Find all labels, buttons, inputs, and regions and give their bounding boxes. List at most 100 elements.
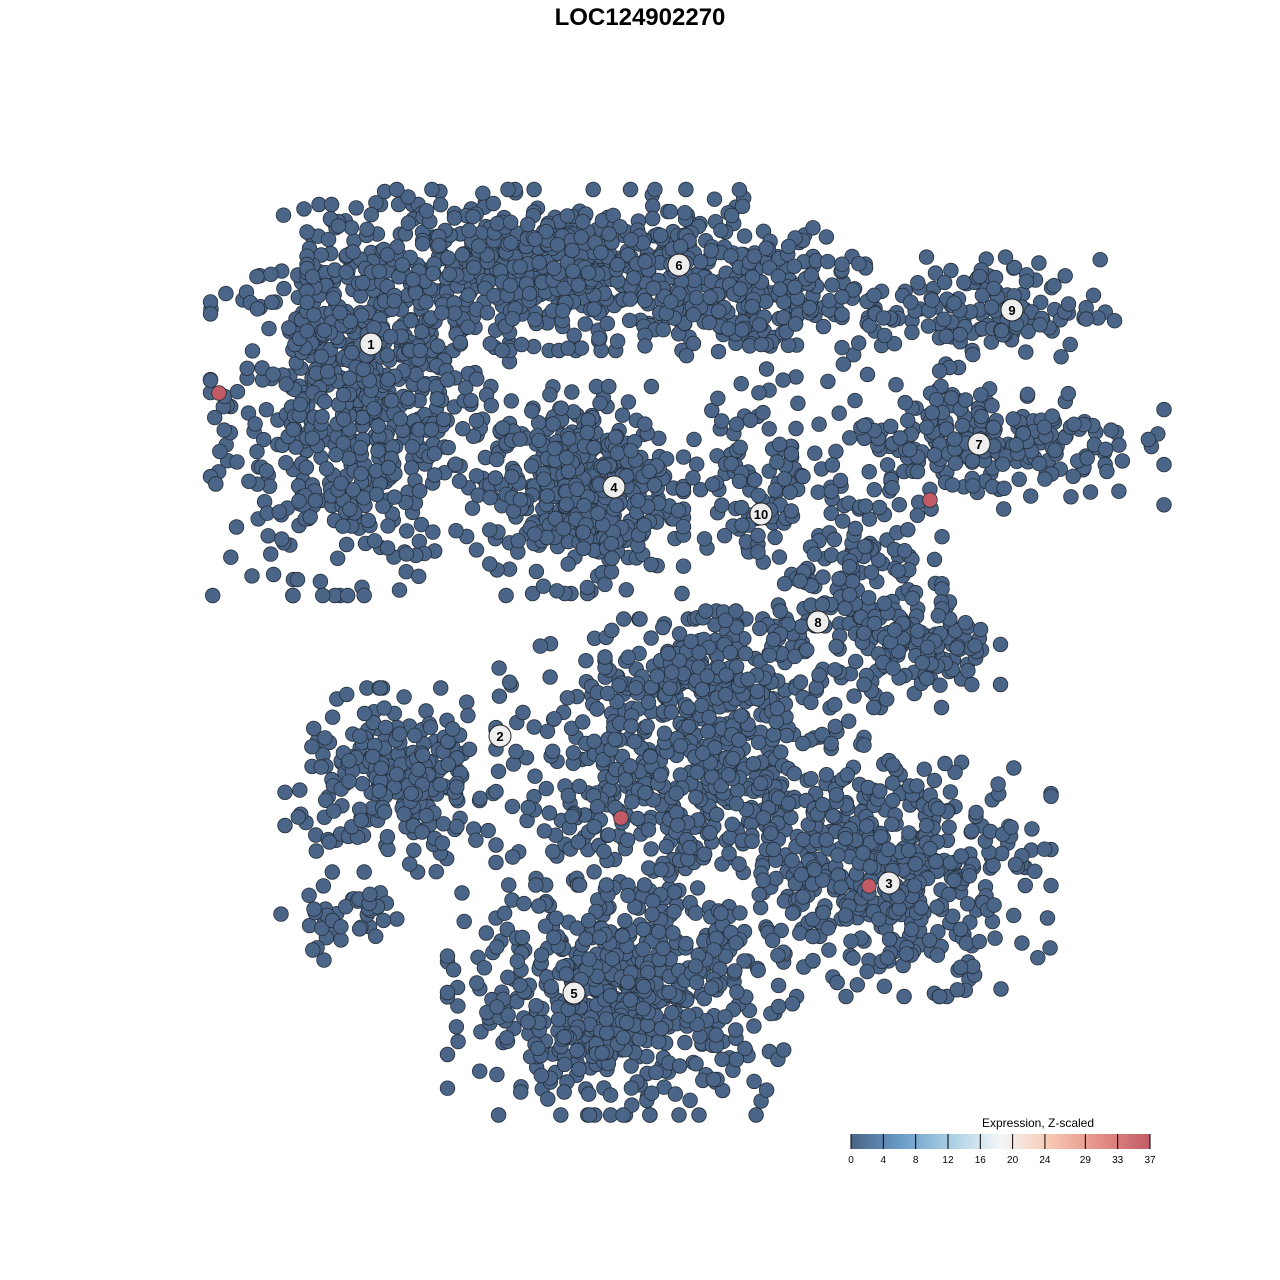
data-point xyxy=(750,544,766,560)
data-point xyxy=(666,884,683,900)
data-point xyxy=(834,339,850,356)
data-point xyxy=(604,550,620,567)
data-point xyxy=(721,845,737,862)
data-point xyxy=(341,773,357,790)
data-point xyxy=(585,181,601,198)
data-point xyxy=(263,266,279,283)
data-point xyxy=(304,269,321,285)
data-point xyxy=(1062,336,1078,353)
data-point xyxy=(733,376,749,392)
data-point xyxy=(302,509,318,525)
data-point xyxy=(748,1107,764,1123)
data-point xyxy=(372,680,388,696)
data-point xyxy=(318,461,335,477)
data-point xyxy=(368,928,384,945)
data-point xyxy=(389,911,405,927)
data-point xyxy=(229,454,245,470)
data-point xyxy=(749,683,766,700)
legend-colorbar xyxy=(851,1134,1150,1149)
data-point xyxy=(450,1033,466,1050)
data-point xyxy=(640,822,657,838)
data-point xyxy=(772,436,788,453)
data-point xyxy=(688,905,704,921)
data-point xyxy=(623,1080,640,1096)
data-point xyxy=(993,322,1010,339)
data-point xyxy=(1019,386,1036,403)
legend-tick-label: 8 xyxy=(913,1155,919,1166)
data-point xyxy=(746,1018,762,1034)
data-point xyxy=(489,939,505,955)
data-point xyxy=(1042,940,1058,956)
data-point xyxy=(755,810,772,826)
data-point xyxy=(542,669,558,685)
data-point xyxy=(926,772,943,789)
data-point xyxy=(527,526,543,542)
data-point xyxy=(909,463,926,480)
data-point xyxy=(903,294,919,310)
data-point xyxy=(900,522,916,538)
data-point xyxy=(691,1107,707,1123)
data-point xyxy=(540,1091,556,1107)
data-point xyxy=(818,229,835,245)
data-point xyxy=(533,947,550,963)
data-point xyxy=(512,259,528,275)
data-point xyxy=(607,731,623,748)
data-point xyxy=(763,825,779,841)
data-point xyxy=(332,304,348,321)
data-point xyxy=(376,804,393,820)
data-point xyxy=(848,653,864,670)
data-point xyxy=(742,412,759,429)
data-point xyxy=(926,447,943,463)
data-point xyxy=(773,744,789,760)
data-point xyxy=(432,196,449,213)
data-point xyxy=(553,400,569,416)
data-point xyxy=(821,293,838,309)
data-point xyxy=(1082,484,1099,500)
data-point xyxy=(573,340,590,356)
cluster-label-text: 2 xyxy=(496,729,503,744)
data-point xyxy=(645,280,662,296)
data-point xyxy=(716,528,733,544)
data-point xyxy=(806,862,823,878)
data-point xyxy=(212,443,228,460)
data-point xyxy=(753,775,769,792)
data-point xyxy=(575,213,591,230)
data-point xyxy=(581,1107,598,1123)
data-point xyxy=(665,925,681,941)
data-point xyxy=(501,674,518,690)
data-point xyxy=(501,877,517,893)
data-point xyxy=(788,369,804,385)
data-point xyxy=(339,686,355,703)
data-point xyxy=(439,948,456,964)
data-point xyxy=(542,387,558,403)
data-point xyxy=(637,338,653,354)
data-point xyxy=(641,463,657,480)
data-point xyxy=(941,819,957,835)
data-point xyxy=(333,932,349,948)
data-point xyxy=(936,311,952,327)
data-point xyxy=(299,224,315,240)
data-point xyxy=(964,676,980,693)
data-point xyxy=(842,430,858,446)
data-point xyxy=(614,928,631,944)
data-point xyxy=(688,789,704,806)
data-point xyxy=(368,486,385,503)
data-point xyxy=(972,621,989,638)
data-point xyxy=(688,958,704,974)
data-point xyxy=(795,735,811,752)
data-point xyxy=(653,862,669,878)
data-point xyxy=(635,1001,651,1017)
data-point xyxy=(426,446,443,462)
data-point xyxy=(439,984,456,1001)
data-point xyxy=(541,805,558,821)
data-point xyxy=(412,342,428,359)
data-point xyxy=(536,823,553,839)
data-point xyxy=(767,529,783,546)
data-point xyxy=(440,756,456,773)
data-point xyxy=(531,898,547,914)
data-point xyxy=(468,542,485,558)
data-point xyxy=(887,622,903,638)
data-point xyxy=(603,564,620,580)
data-point xyxy=(510,533,526,549)
